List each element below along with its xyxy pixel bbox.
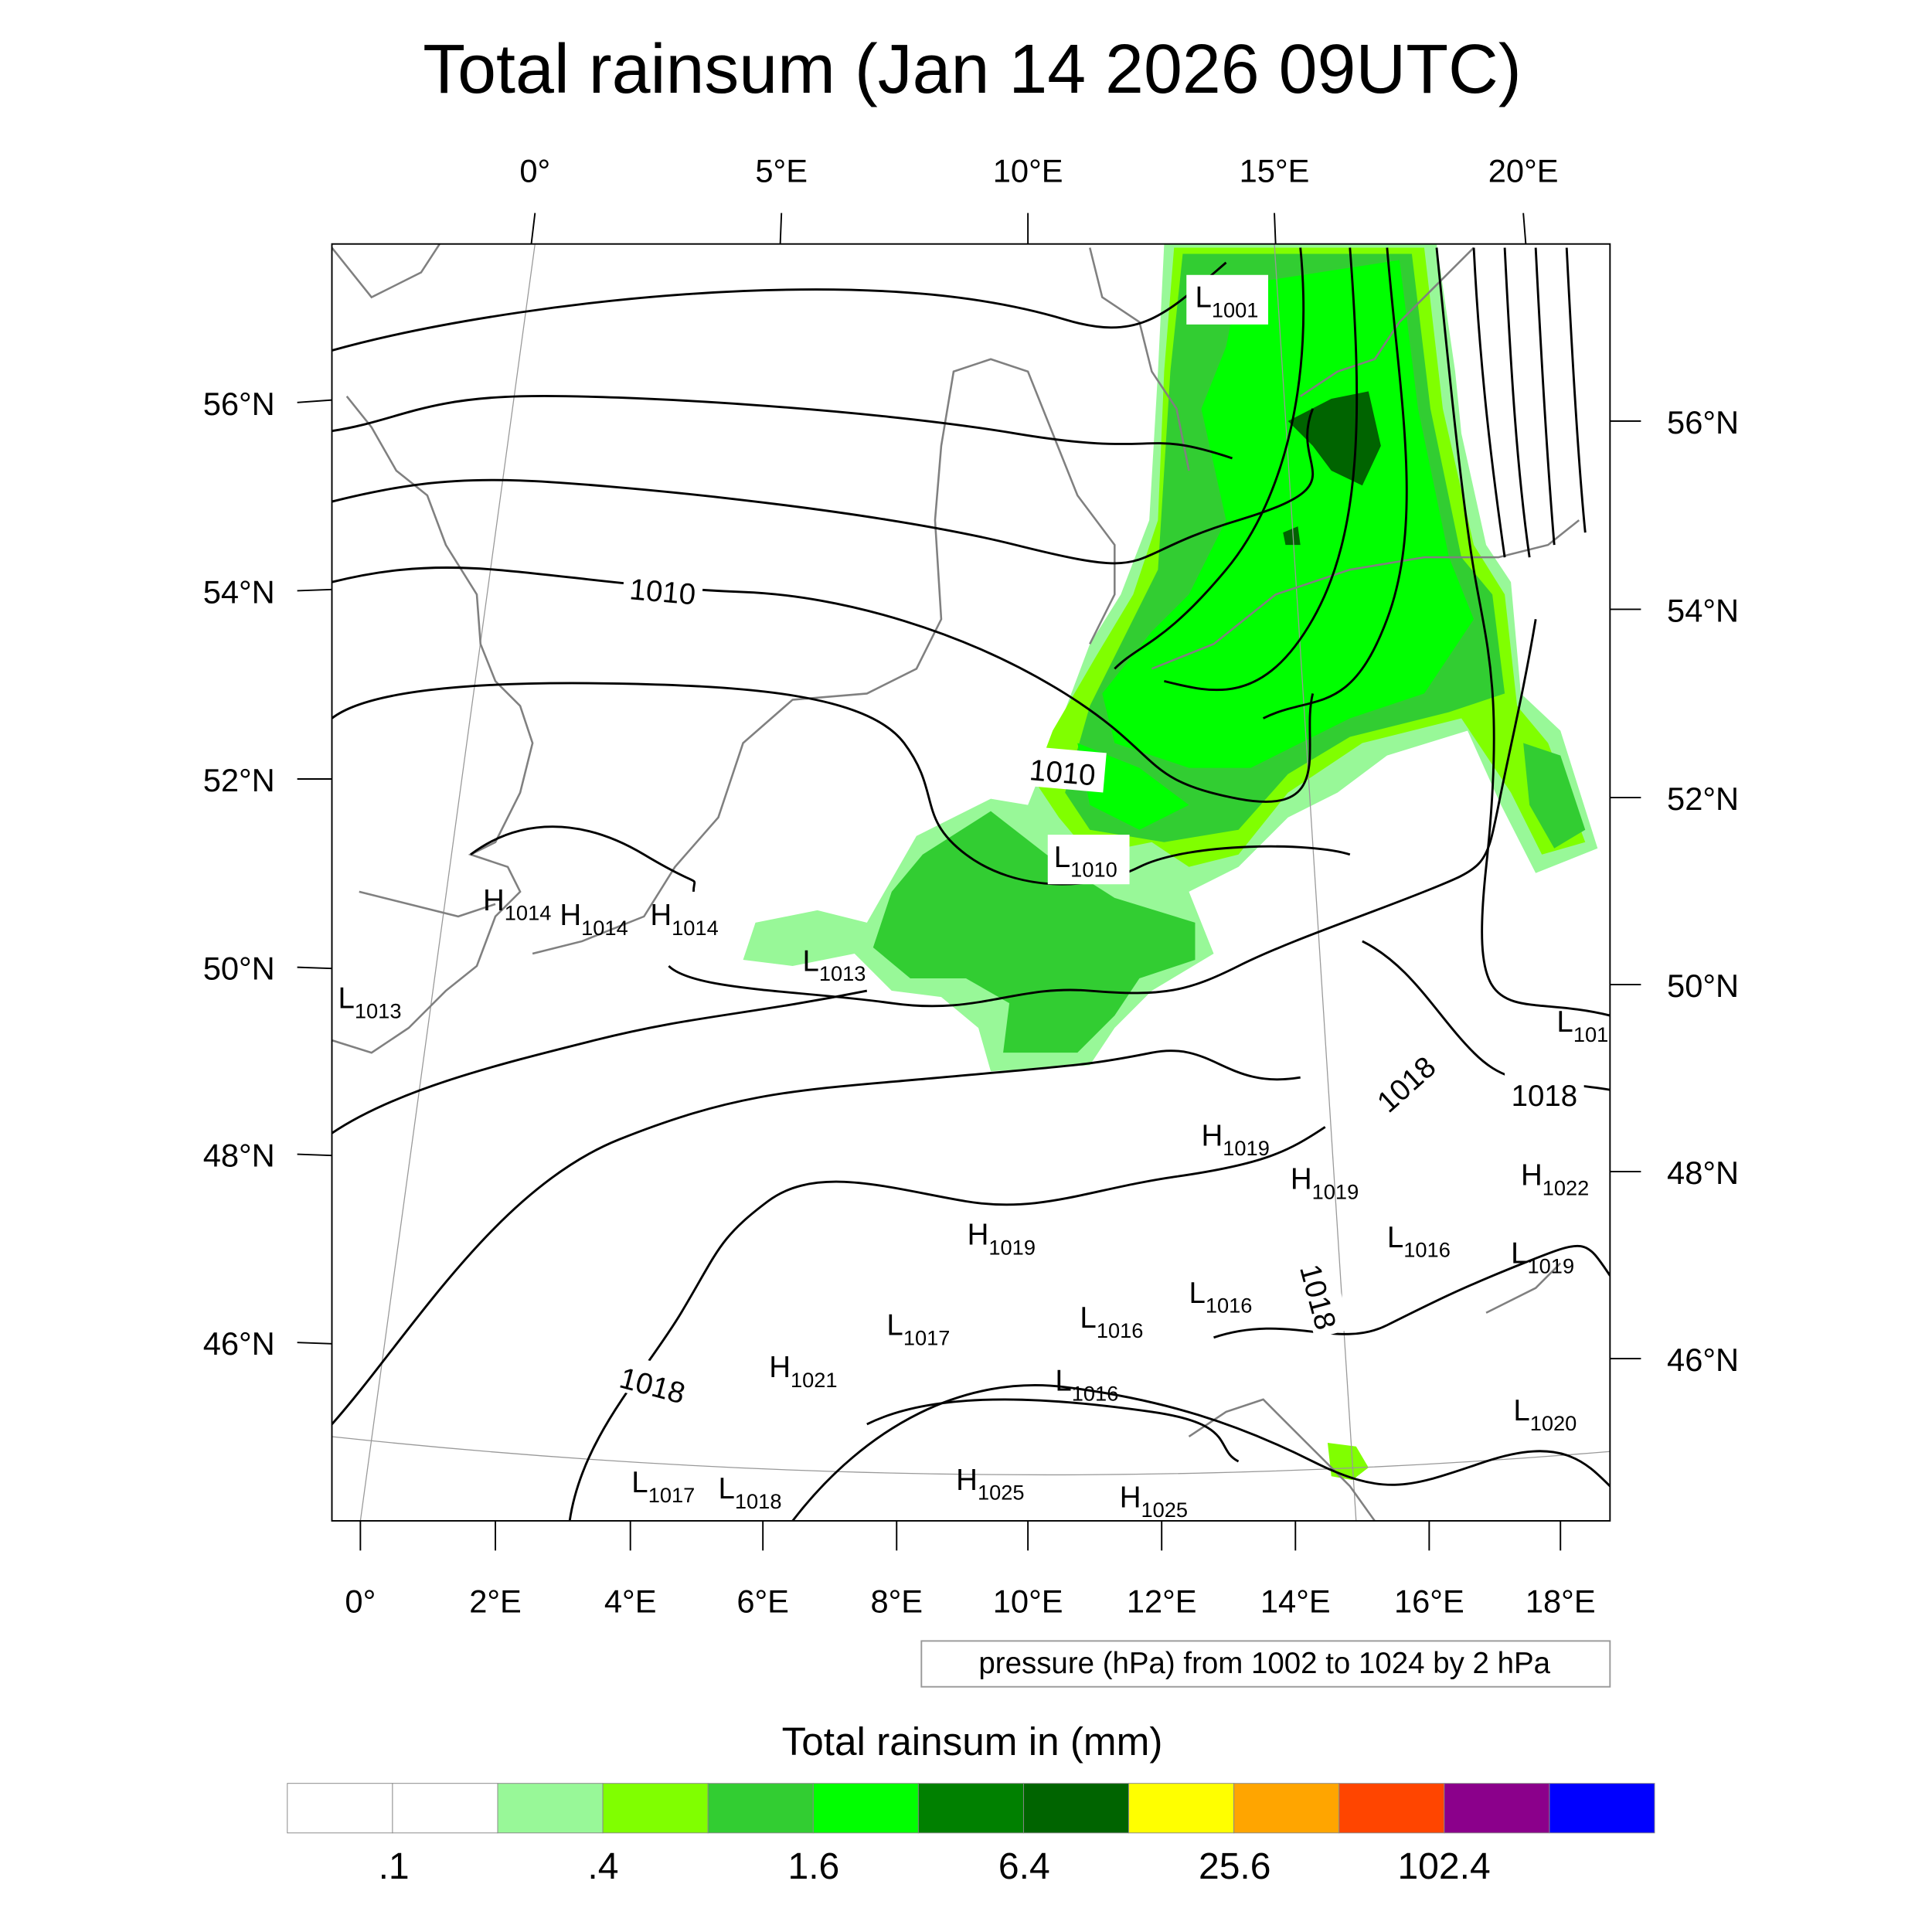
pressure-center-label: H1014	[650, 899, 718, 940]
contour-label: 1018	[1512, 1080, 1578, 1113]
left-tick-label: 52°N	[203, 762, 275, 798]
pressure-center-label: H1019	[1291, 1162, 1359, 1203]
colorbar-label: .4	[587, 1845, 618, 1887]
pressure-center-label: H1021	[769, 1351, 837, 1392]
bottom-tick-label: 2°E	[469, 1583, 522, 1620]
contour-label: 1010	[628, 573, 697, 611]
right-tick-label: 48°N	[1667, 1155, 1739, 1191]
colorbar-swatch	[1128, 1783, 1235, 1834]
top-tick-label: 10°E	[993, 153, 1063, 189]
bottom-tick-label: 16°E	[1394, 1583, 1464, 1620]
pressure-center-label: L1017	[886, 1309, 950, 1350]
pressure-center-label: H1019	[1201, 1119, 1269, 1160]
colorbar-swatch	[707, 1783, 814, 1834]
top-tick-label: 5°E	[755, 153, 808, 189]
graticule-line	[332, 1436, 1611, 1476]
top-axis-labels: 0° 5°E 10°E 15°E 20°E	[519, 153, 1558, 189]
pressure-center-label: L1016	[1387, 1221, 1451, 1262]
bottom-axis-labels: 0° 2°E 4°E 6°E 8°E 10°E 12°E 14°E 16°E 1…	[345, 1583, 1595, 1620]
bottom-tick-label: 8°E	[870, 1583, 923, 1620]
pressure-center-label: L1017	[631, 1466, 695, 1507]
left-tick-label: 46°N	[203, 1325, 275, 1362]
right-axis-labels: 56°N 54°N 52°N 50°N 48°N 46°N	[1667, 404, 1739, 1378]
pressure-center-label: H1014	[483, 884, 551, 925]
top-tick-label: 20°E	[1488, 153, 1559, 189]
coastlines	[332, 243, 1580, 1521]
left-tick-label: 54°N	[203, 573, 275, 610]
pressure-center-label: L101	[1556, 1005, 1608, 1046]
colorbar-swatch	[1233, 1783, 1340, 1834]
top-tick-label: 15°E	[1240, 153, 1310, 189]
pressure-center-label: L1013	[338, 981, 402, 1022]
right-tick-label: 46°N	[1667, 1342, 1739, 1378]
colorbar-swatch	[1338, 1783, 1445, 1834]
colorbar-swatch	[392, 1783, 498, 1834]
pressure-center-label: L1018	[718, 1472, 781, 1513]
pressure-center-label: H1025	[956, 1464, 1024, 1505]
bottom-tick-label: 14°E	[1260, 1583, 1331, 1620]
map-area: L1001 L1010 L1013 L1013 H1014 H1014 H101…	[332, 243, 1611, 1522]
rain-area-bright-green	[1077, 260, 1475, 830]
pressure-center-label: L1001	[1195, 281, 1258, 321]
colorbar-label: 1.6	[787, 1845, 839, 1887]
colorbar-swatch	[1022, 1783, 1130, 1834]
left-tick-label: 48°N	[203, 1138, 275, 1174]
pressure-center-label: H1022	[1521, 1159, 1589, 1200]
left-tick-label: 56°N	[203, 386, 275, 422]
right-tick-label: 50°N	[1667, 968, 1739, 1004]
pressure-center-label: L1013	[802, 944, 866, 985]
colorbar	[287, 1783, 1655, 1834]
bottom-tick-label: 10°E	[993, 1583, 1063, 1620]
left-axis-labels: 56°N 54°N 52°N 50°N 48°N 46°N	[203, 386, 275, 1362]
colorbar-label: 102.4	[1397, 1845, 1490, 1887]
pressure-center-labels: L1001 L1010 L1013 L1013 H1014 H1014 H101…	[338, 274, 1608, 1522]
contour-info-text: pressure (hPa) from 1002 to 1024 by 2 hP…	[978, 1647, 1550, 1680]
bottom-tick-label: 6°E	[736, 1583, 789, 1620]
graticule-line	[359, 243, 536, 1521]
colorbar-swatch	[812, 1783, 919, 1834]
pressure-center-label: L1016	[1055, 1365, 1118, 1406]
colorbar-swatch	[1549, 1783, 1655, 1834]
right-tick-label: 52°N	[1667, 781, 1739, 817]
pressure-center-label: L1019	[1511, 1237, 1574, 1278]
colorbar-label: 25.6	[1199, 1845, 1271, 1887]
figure-title: Total rainsum (Jan 14 2026 09UTC)	[423, 31, 1521, 108]
bottom-tick-label: 4°E	[604, 1583, 657, 1620]
top-tick-label: 0°	[519, 153, 550, 189]
pressure-center-label: H1019	[968, 1219, 1036, 1260]
colorbar-label: 6.4	[998, 1845, 1050, 1887]
map-frame	[331, 243, 1611, 1522]
colorbar-swatch	[1444, 1783, 1550, 1834]
colorbar-swatch	[917, 1783, 1024, 1834]
pressure-center-label: L1010	[1054, 841, 1117, 882]
rain-area-adriatic	[1327, 1442, 1369, 1481]
right-tick-label: 56°N	[1667, 404, 1739, 440]
colorbar-label: .1	[379, 1845, 410, 1887]
colorbar-swatch	[287, 1783, 393, 1834]
contour-info-box: pressure (hPa) from 1002 to 1024 by 2 hP…	[920, 1640, 1611, 1688]
pressure-center-label: L1016	[1189, 1277, 1252, 1318]
isobars	[332, 247, 1611, 1521]
right-tick-label: 54°N	[1667, 592, 1739, 628]
left-tick-label: 50°N	[203, 951, 275, 987]
bottom-tick-label: 12°E	[1127, 1583, 1197, 1620]
colorbar-title: Total rainsum in (mm)	[782, 1719, 1163, 1764]
bottom-tick-label: 18°E	[1526, 1583, 1596, 1620]
colorbar-swatch	[602, 1783, 709, 1834]
axis-ticks	[297, 213, 1641, 1551]
bottom-tick-label: 0°	[345, 1583, 376, 1620]
colorbar-swatch	[497, 1783, 604, 1834]
colorbar-labels: .1 .4 1.6 6.4 25.6 102.4	[379, 1845, 1491, 1887]
pressure-center-label: L1020	[1513, 1394, 1577, 1435]
contour-label: 1010	[1028, 753, 1097, 792]
pressure-center-label: H1014	[560, 899, 628, 940]
pressure-center-label: H1025	[1120, 1481, 1188, 1522]
pressure-center-label: L1016	[1080, 1301, 1143, 1342]
